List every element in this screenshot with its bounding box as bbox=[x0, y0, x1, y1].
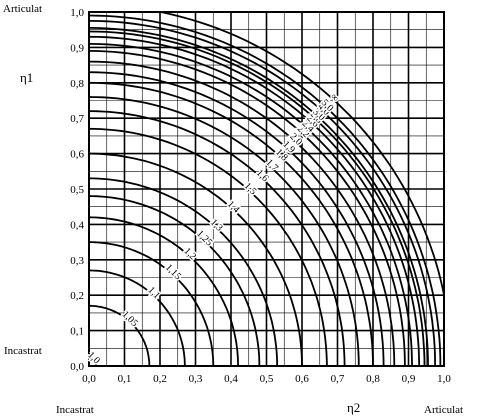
y-tick-label: 0,2 bbox=[70, 290, 84, 302]
curve-label: 1,3 bbox=[208, 217, 225, 234]
curve-label: 1,15 bbox=[163, 262, 183, 282]
curve-label: 1,5 bbox=[242, 181, 259, 198]
curve-line bbox=[89, 30, 426, 366]
x-tick-label: 1,0 bbox=[437, 373, 451, 385]
grid bbox=[89, 12, 444, 366]
y-tick-label: 0,0 bbox=[70, 361, 84, 373]
y-tick-label: 0,6 bbox=[70, 149, 84, 161]
x-tick-label: 0,3 bbox=[189, 373, 203, 385]
y-tick-label: 0,7 bbox=[70, 113, 84, 125]
x-axis-title: η2 bbox=[347, 400, 360, 415]
y-tick-label: 0,4 bbox=[70, 219, 84, 231]
x-tick-label: 0,4 bbox=[224, 373, 238, 385]
curve-line bbox=[89, 177, 279, 366]
curve-line bbox=[89, 304, 151, 366]
tick-labels: 0,0 0,1 0,2 0,3 0,4 0,5 0,6 0,7 0,8 0,9 1,00,00,10… bbox=[70, 7, 451, 385]
curve-line bbox=[89, 71, 385, 366]
x-tick-label: 0,2 bbox=[153, 373, 167, 385]
curve-line bbox=[89, 35, 421, 366]
curve-line bbox=[89, 27, 429, 366]
corner-label-top-left: Articulat bbox=[3, 3, 42, 15]
curve-line bbox=[89, 110, 346, 366]
x-tick-label: 0,6 bbox=[295, 373, 309, 385]
y-tick-label: 0,8 bbox=[70, 78, 84, 90]
x-tick-label: 0,5 bbox=[260, 373, 274, 385]
corner-label-bottom-left: Incastrat bbox=[56, 404, 94, 416]
curve-label: 1,4 bbox=[225, 199, 242, 216]
x-tick-label: 0,1 bbox=[118, 373, 132, 385]
y-tick-label: 0,3 bbox=[70, 255, 84, 267]
curve-line bbox=[89, 96, 360, 366]
curve-line bbox=[89, 357, 97, 366]
x-tick-label: 0,9 bbox=[402, 373, 416, 385]
curves bbox=[89, 12, 444, 366]
curve-line bbox=[89, 152, 303, 366]
curve-label: 1,0 bbox=[85, 350, 102, 367]
curve-line bbox=[89, 195, 261, 366]
y-tick-label: 0,5 bbox=[70, 184, 84, 196]
curve-label: 1,05 bbox=[120, 309, 140, 329]
plot-border bbox=[88, 11, 445, 367]
curve-line bbox=[89, 81, 374, 366]
x-tick-label: 0,8 bbox=[366, 373, 380, 385]
corner-label-left-bottom: Incastrat bbox=[4, 345, 42, 357]
curve-line bbox=[89, 14, 442, 366]
curve-label: 1,25 bbox=[194, 228, 214, 248]
curve-line bbox=[89, 43, 413, 366]
y-tick-label: 0,1 bbox=[70, 326, 84, 338]
x-tick-label: 0,7 bbox=[331, 373, 345, 385]
y-axis-title: η1 bbox=[20, 70, 33, 85]
curve-line bbox=[89, 20, 436, 366]
curve-label: 1,6 bbox=[254, 168, 271, 185]
curve-line bbox=[155, 12, 444, 300]
y-tick-label: 0,9 bbox=[70, 42, 84, 54]
plot-frame bbox=[88, 11, 445, 367]
y-tick-label: 1,0 bbox=[70, 7, 84, 19]
x-tick-label: 0,0 bbox=[82, 373, 96, 385]
curve-line bbox=[89, 269, 186, 366]
curve-line bbox=[89, 60, 396, 366]
curve-line bbox=[89, 127, 328, 366]
corner-label-bottom-right: Articulat bbox=[424, 404, 463, 416]
curve-line bbox=[89, 50, 406, 366]
curve-line bbox=[89, 216, 239, 366]
curve-line bbox=[89, 241, 215, 366]
